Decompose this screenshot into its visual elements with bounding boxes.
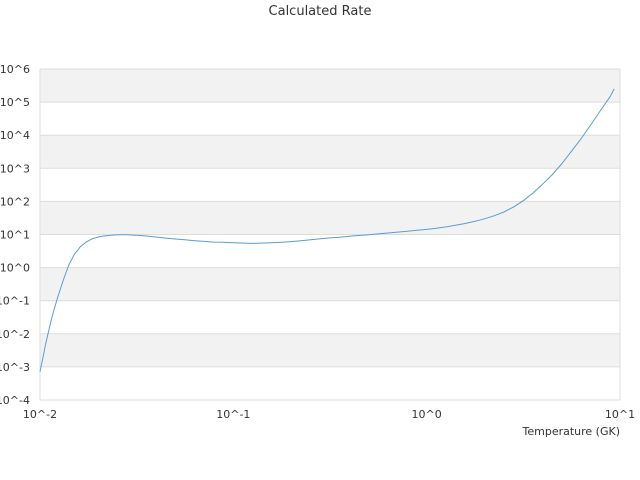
y-tick-label: 10^6 <box>0 63 30 76</box>
x-axis-title: Temperature (GK) <box>522 425 621 438</box>
y-tick-label: 10^1 <box>0 229 30 242</box>
grid-band <box>40 267 620 301</box>
grid-band <box>40 69 620 103</box>
y-tick-label: 10^2 <box>0 195 30 208</box>
y-tick-label: 10^0 <box>0 262 30 275</box>
x-tick-label: 10^1 <box>605 408 635 421</box>
series-line <box>39 88 615 373</box>
grid-band <box>40 135 620 169</box>
y-tick-label: 10^-3 <box>0 361 30 374</box>
x-tick-label: 10^-2 <box>23 408 57 421</box>
y-tick-label: 10^5 <box>0 96 30 109</box>
x-tick-labels: 10^-2 10^-1 10^0 10^1 <box>23 408 635 421</box>
y-tick-label: 10^3 <box>0 162 30 175</box>
chart-title: Calculated Rate <box>268 4 372 19</box>
y-tick-label: 10^-1 <box>0 295 30 308</box>
y-tick-label: 10^-4 <box>0 394 30 407</box>
y-tick-label: 10^-2 <box>0 328 30 341</box>
x-tick-label: 10^0 <box>412 408 442 421</box>
grid-band <box>40 201 620 235</box>
grid-band <box>40 234 620 268</box>
grid-band <box>40 366 620 400</box>
y-tick-label: 10^4 <box>0 129 30 142</box>
grid-band <box>40 333 620 367</box>
grid-lines <box>39 68 621 401</box>
x-tick-label: 10^-1 <box>216 408 250 421</box>
grid-band <box>40 300 620 334</box>
series-group <box>39 88 615 373</box>
y-tick-labels: 10^-4 10^-3 10^-2 10^-1 10^0 10^1 10^2 10^3 10^4… <box>0 63 30 407</box>
grid-band <box>40 168 620 202</box>
grid-bands <box>40 69 620 400</box>
grid-band <box>40 102 620 136</box>
